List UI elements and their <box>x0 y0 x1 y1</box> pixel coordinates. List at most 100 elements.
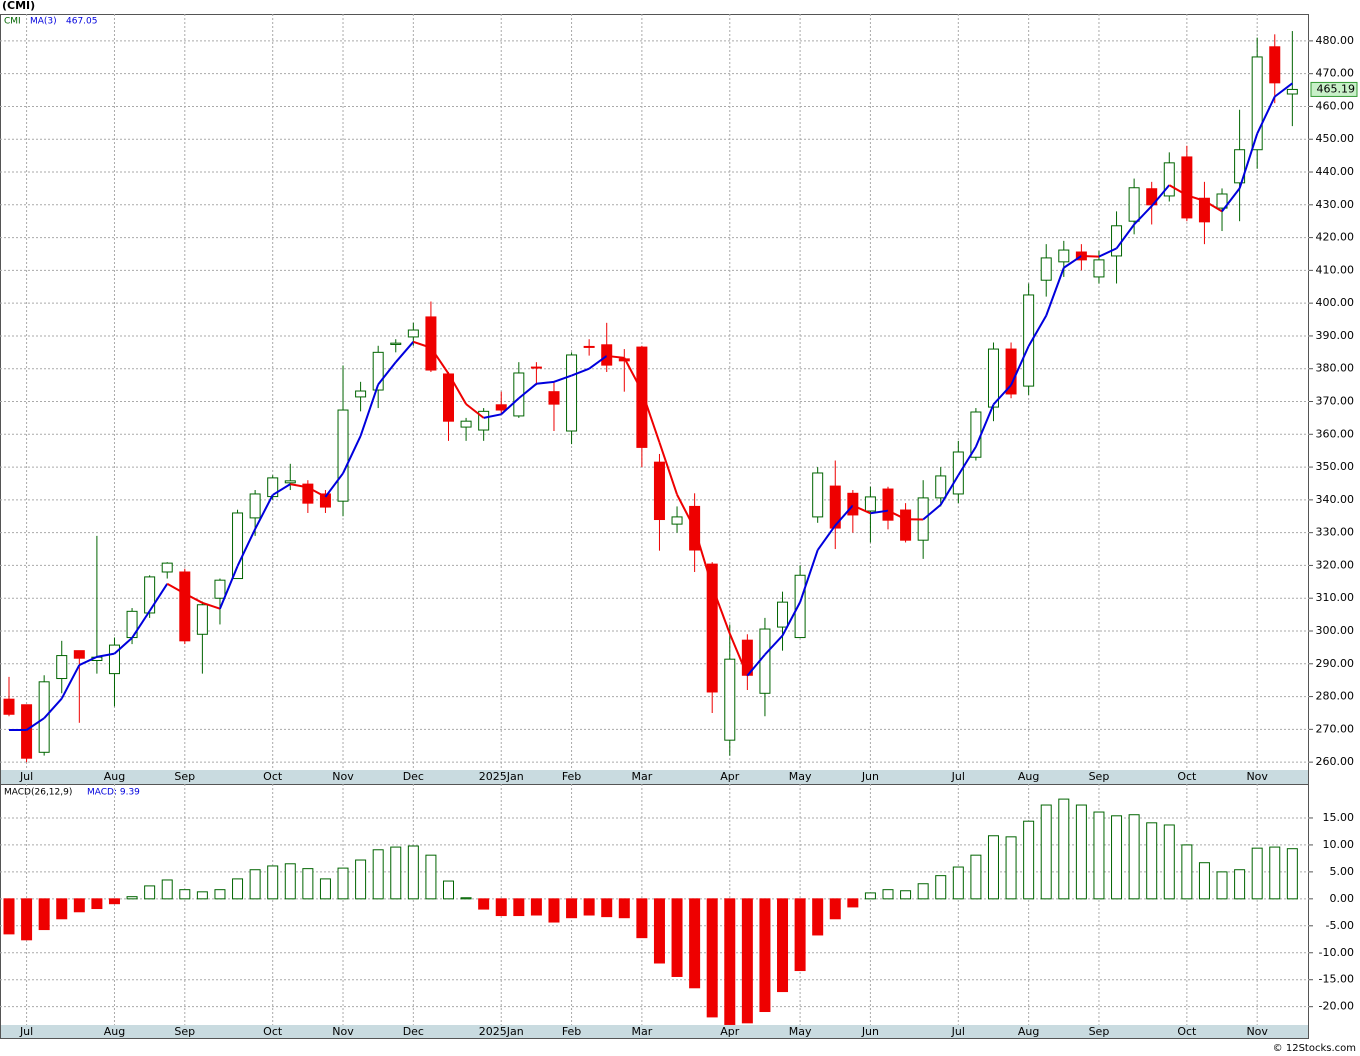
macd-bar <box>1163 824 1175 900</box>
y-tick-label: 360.00 <box>1316 427 1355 440</box>
candle-body <box>179 571 191 642</box>
legend-ma-value: 467.05 <box>66 17 98 27</box>
y-tick-label: 390.00 <box>1316 329 1355 342</box>
ma-segment <box>342 435 362 474</box>
ma-segment <box>483 413 502 419</box>
y-tick-label: 15.00 <box>1323 811 1355 824</box>
x-tick-label: Dec <box>403 770 424 783</box>
ma-segment <box>799 549 819 603</box>
ma-segment <box>78 655 98 666</box>
macd-bar <box>319 878 331 900</box>
candle-body <box>1216 193 1228 209</box>
y-tick-label: 470.00 <box>1316 67 1355 80</box>
macd-bar <box>144 885 156 900</box>
ma-segment <box>887 509 907 521</box>
ma-segment <box>974 404 995 448</box>
ma-segment <box>658 442 678 495</box>
macd-bar <box>56 898 68 920</box>
ma-segment <box>1238 133 1259 189</box>
macd-value: MACD: 9.39 <box>87 788 140 798</box>
ma-segment <box>60 664 81 699</box>
y-tick-label: 310.00 <box>1316 591 1355 604</box>
macd-bar <box>1075 804 1087 900</box>
ma-segment <box>1063 255 1082 269</box>
ma-segment <box>728 633 749 676</box>
y-tick-label: 460.00 <box>1316 99 1355 112</box>
x-tick-label: Sep <box>174 1025 195 1038</box>
y-tick-label: 420.00 <box>1316 231 1355 244</box>
candle-body <box>636 346 648 448</box>
x-tick-label: Aug <box>104 1025 125 1038</box>
candle-body <box>232 512 244 580</box>
x-tick-label: Feb <box>562 770 581 783</box>
ma-segment <box>571 367 590 377</box>
ma-segment <box>430 347 450 375</box>
macd-bar <box>1286 848 1298 900</box>
macd-bar <box>671 898 683 977</box>
macd-bar <box>935 875 947 900</box>
candle-body <box>249 493 261 519</box>
ma-segment <box>290 483 309 489</box>
x-tick-label: Sep <box>1089 770 1110 783</box>
candle-body <box>56 655 68 680</box>
macd-bar <box>337 867 349 900</box>
macd-bar <box>73 898 85 913</box>
macd-bar <box>196 891 208 900</box>
macd-bar <box>724 898 736 1025</box>
macd-bar <box>847 898 859 908</box>
candle-body <box>794 574 806 639</box>
ma-segment <box>202 601 221 610</box>
macd-bar <box>1251 847 1263 900</box>
y-tick-label: 450.00 <box>1316 132 1355 145</box>
macd-bar <box>372 849 384 900</box>
candle-body <box>812 472 824 518</box>
candle-body <box>1040 257 1052 281</box>
macd-bar <box>689 898 701 989</box>
y-tick-label: 320.00 <box>1316 558 1355 571</box>
candle-body <box>847 492 859 516</box>
macd-bar <box>214 889 226 900</box>
y-tick-label: 5.00 <box>1330 865 1355 878</box>
candle-body <box>460 420 472 428</box>
ma-segment <box>746 653 766 677</box>
x-tick-label: May <box>789 770 812 783</box>
ma-segment <box>1221 187 1241 212</box>
ma-segment <box>852 504 871 515</box>
candle-body <box>355 390 367 398</box>
macd-bar <box>179 889 191 900</box>
macd-bar <box>91 898 103 910</box>
x-tick-label: Feb <box>562 1025 581 1038</box>
x-axis-band <box>0 770 1309 784</box>
candle-body <box>601 344 613 366</box>
macd-bar <box>407 845 419 900</box>
x-tick-label: Apr <box>720 770 740 783</box>
ma-segment <box>1203 200 1223 213</box>
macd-bar <box>355 859 367 900</box>
candle-body <box>566 354 578 432</box>
ma-segment <box>536 380 555 385</box>
macd-bar <box>21 898 33 941</box>
macd-bar <box>900 890 912 900</box>
ma-segment <box>957 446 977 476</box>
ma-segment <box>676 494 696 530</box>
y-tick-label: 410.00 <box>1316 263 1355 276</box>
macd-bar <box>1040 804 1052 900</box>
macd-bar <box>1198 862 1210 900</box>
macd-bar <box>1093 811 1105 900</box>
candle-body <box>302 483 314 504</box>
candle-body <box>653 461 665 521</box>
candle-body <box>777 601 789 628</box>
macd-bar <box>443 880 454 900</box>
macd-bar <box>425 854 437 900</box>
ma-segment <box>236 528 257 567</box>
candle-body <box>1163 162 1175 197</box>
y-tick-label: 340.00 <box>1316 493 1355 506</box>
macd-bar <box>161 879 173 900</box>
candle-body <box>407 329 419 338</box>
candle-body <box>530 366 542 369</box>
candle-body <box>1251 56 1263 151</box>
x-tick-label: 2025Jan <box>479 770 524 783</box>
macd-bar <box>267 865 279 900</box>
candle-body <box>196 604 208 635</box>
